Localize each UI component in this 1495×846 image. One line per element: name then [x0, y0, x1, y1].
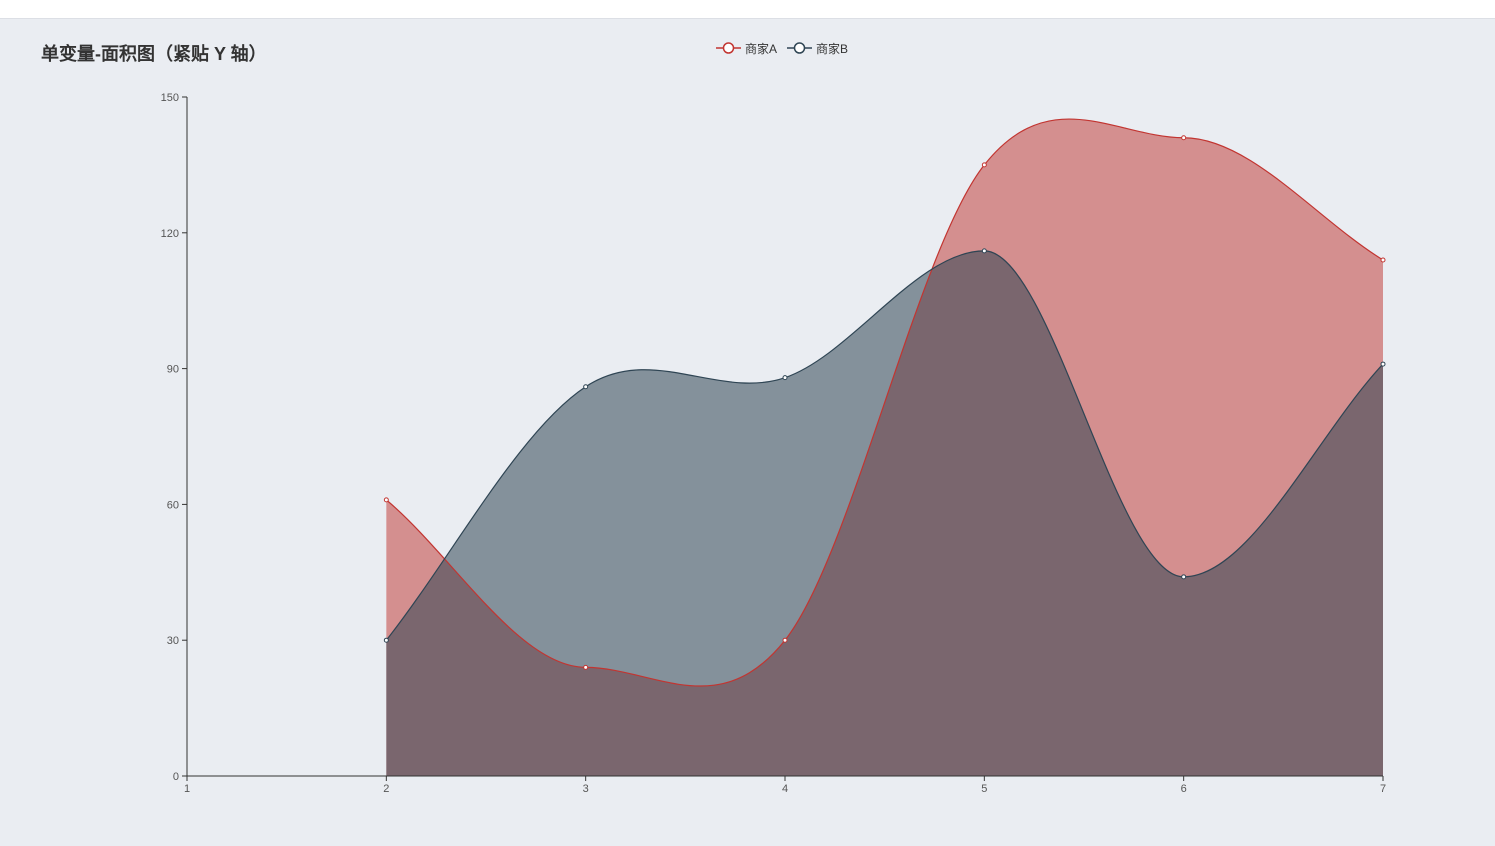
x-tick-label: 4: [782, 783, 788, 795]
x-tick-label: 1: [184, 783, 190, 795]
legend-label-series-a: 商家A: [745, 41, 778, 56]
y-tick-label: 120: [161, 228, 179, 240]
y-tick-label: 60: [167, 499, 179, 511]
y-tick-label: 150: [161, 92, 179, 104]
series-b-point[interactable]: [1181, 574, 1187, 580]
legend-item-series-a[interactable]: 商家A: [716, 40, 777, 57]
legend-label-series-b: 商家B: [816, 41, 849, 56]
chart-title: 单变量-面积图（紧贴 Y 轴）: [41, 44, 267, 64]
series-b-line: [385, 250, 1384, 641]
series-a-point[interactable]: [383, 497, 389, 503]
series-a-point[interactable]: [1181, 135, 1187, 141]
series-b-point[interactable]: [583, 384, 589, 390]
x-tick-label: 2: [383, 783, 389, 795]
series-a-point[interactable]: [782, 637, 788, 643]
series-a-line: [385, 118, 1384, 687]
y-tick-label: 30: [167, 635, 179, 647]
x-tick-label: 5: [981, 783, 987, 795]
x-tick-label: 6: [1181, 783, 1187, 795]
x-tick-label: 7: [1380, 783, 1386, 795]
legend: 商家A 商家B: [716, 40, 848, 56]
series-a-point[interactable]: [1380, 257, 1386, 263]
series-b-point[interactable]: [782, 375, 788, 381]
y-tick-label: 0: [173, 771, 179, 783]
series-a-point[interactable]: [981, 162, 987, 168]
series-b-point[interactable]: [1380, 361, 1386, 367]
legend-circle-icon-series-a: [716, 42, 741, 54]
x-tick-label: 3: [583, 783, 589, 795]
series-b-point[interactable]: [383, 637, 389, 643]
series-a-point[interactable]: [583, 664, 589, 670]
legend-item-series-b[interactable]: 商家B: [787, 40, 848, 57]
y-tick-label: 90: [167, 364, 179, 376]
series-b-point[interactable]: [981, 248, 987, 254]
top-strip: [0, 0, 1495, 19]
legend-circle-icon-series-b: [787, 42, 813, 54]
series-b-area: [386, 250, 1383, 776]
